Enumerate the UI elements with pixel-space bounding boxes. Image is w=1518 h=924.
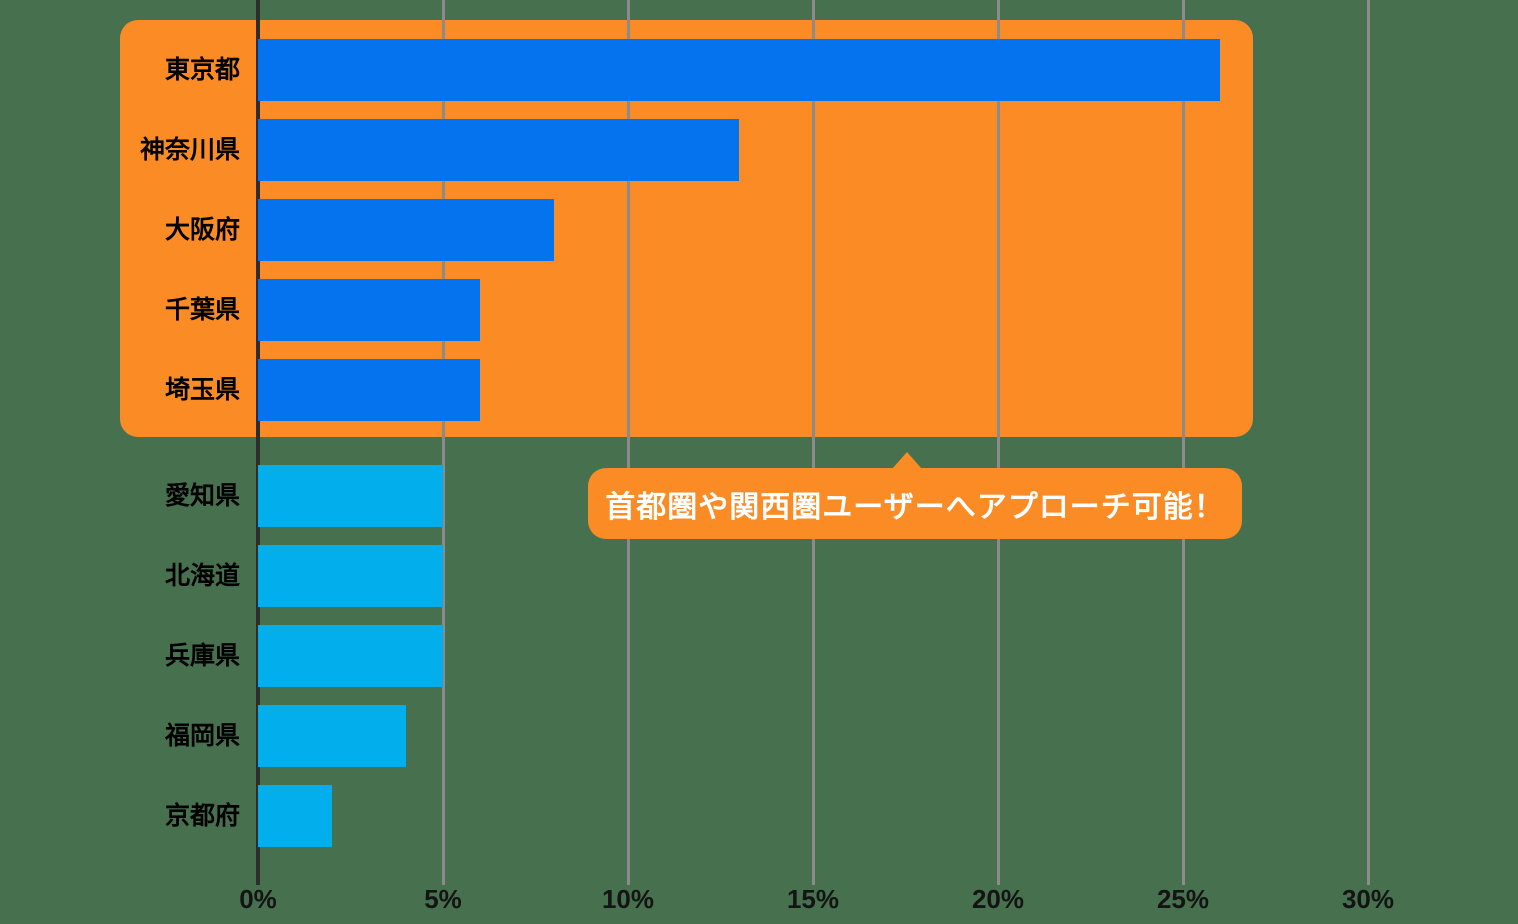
bar	[258, 545, 443, 607]
bar-label: 兵庫県	[164, 642, 240, 670]
bar-label: 福岡県	[164, 722, 240, 750]
bar	[258, 279, 480, 341]
x-tick-label: 25%	[1156, 884, 1210, 914]
bar-label: 大阪府	[164, 216, 240, 244]
bar-label: 北海道	[164, 562, 240, 590]
bar-label: 千葉県	[164, 296, 240, 324]
gridline	[1181, 0, 1185, 885]
bar	[258, 119, 739, 181]
x-tick-label: 5%	[424, 884, 462, 914]
bar-label: 東京都	[164, 56, 240, 84]
bar	[258, 465, 443, 527]
bar	[258, 785, 332, 847]
bar-label: 愛知県	[164, 482, 240, 510]
bar	[258, 625, 443, 687]
bar-label: 埼玉県	[164, 376, 240, 404]
gridline	[811, 0, 815, 885]
axis-line	[256, 0, 260, 885]
bar-label: 京都府	[164, 802, 240, 830]
x-tick-label: 0%	[239, 884, 277, 914]
bar	[258, 39, 1220, 101]
bar	[258, 359, 480, 421]
x-tick-label: 20%	[971, 884, 1025, 914]
bar	[258, 705, 406, 767]
gridline	[626, 0, 630, 885]
x-tick-label: 10%	[601, 884, 655, 914]
x-tick-label: 30%	[1341, 884, 1395, 914]
callout: 首都圏や関西圏ユーザーへアプローチ可能！	[588, 452, 1242, 539]
bar-label: 神奈川県	[139, 136, 240, 164]
callout-text: 首都圏や関西圏ユーザーへアプローチ可能！	[605, 490, 1225, 524]
x-tick-label: 15%	[786, 884, 840, 914]
gridline	[996, 0, 1000, 885]
gridline	[1366, 0, 1370, 885]
gridline	[441, 0, 445, 885]
bar	[258, 199, 554, 261]
callout-pointer-icon	[892, 452, 922, 469]
